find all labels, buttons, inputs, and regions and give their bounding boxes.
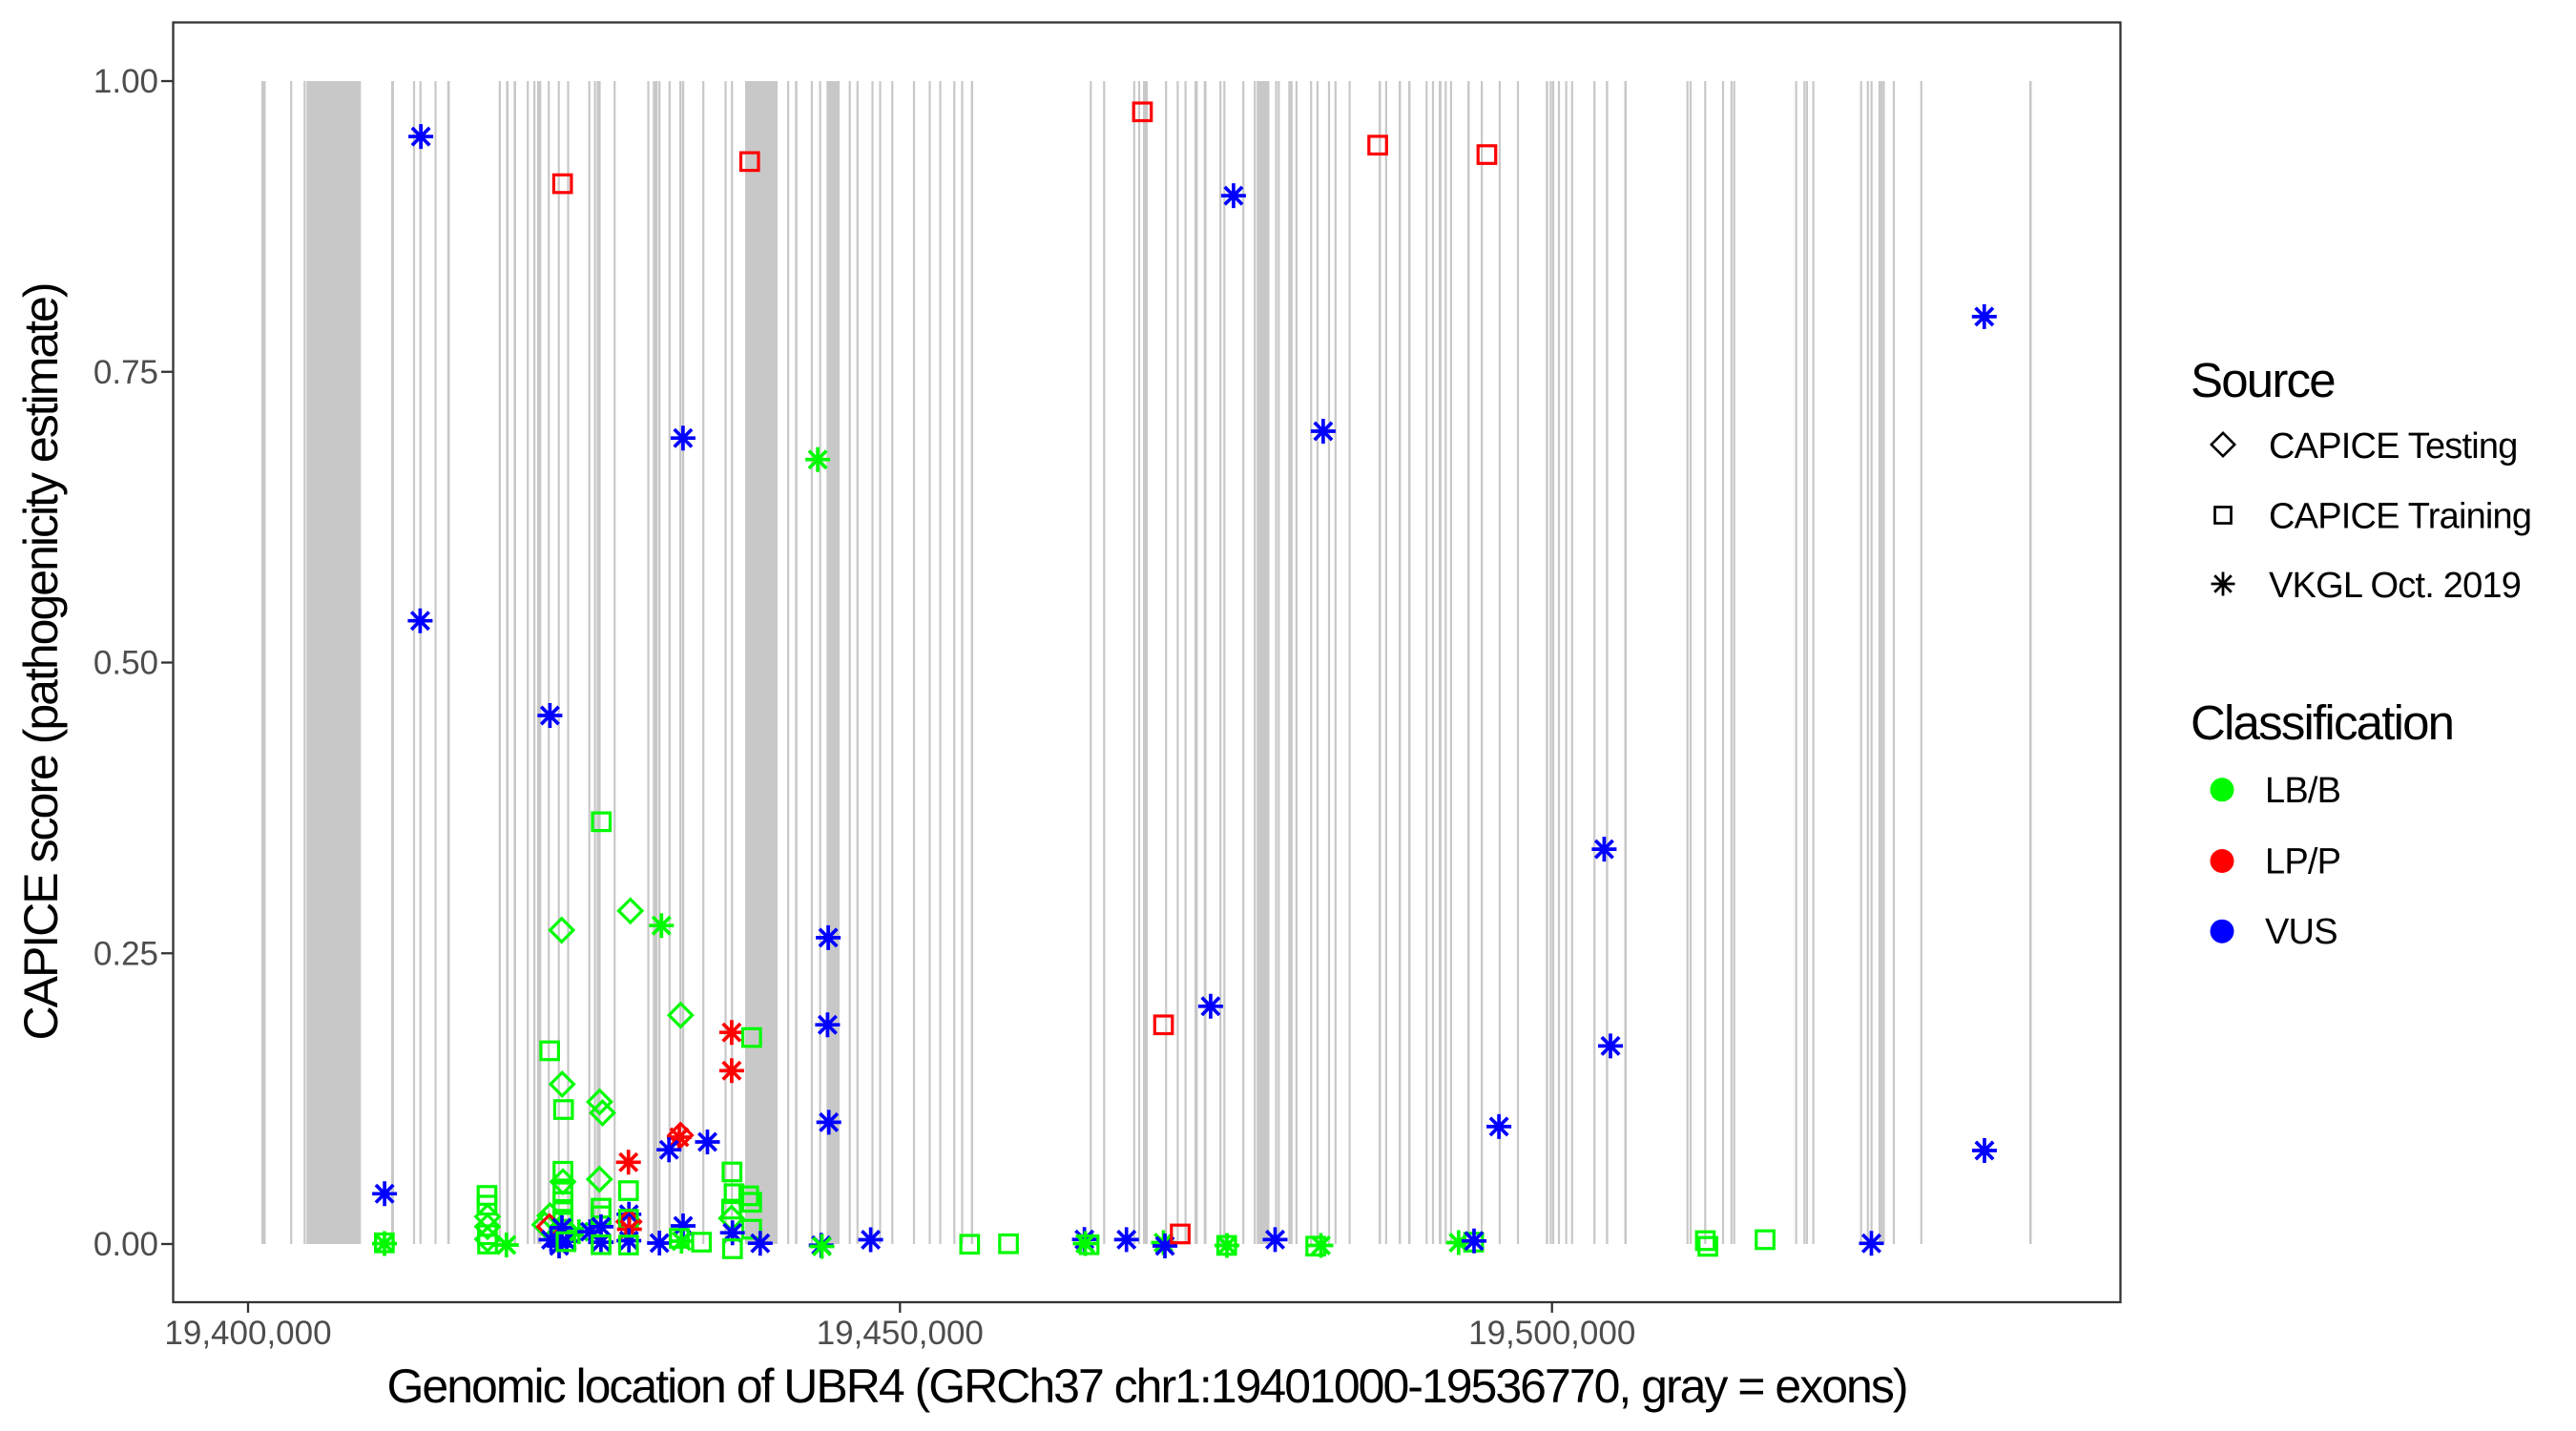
svg-text:Classification: Classification <box>2191 695 2453 750</box>
svg-text:Source: Source <box>2191 353 2335 407</box>
svg-text:19,500,000: 19,500,000 <box>1468 1315 1635 1352</box>
svg-text:Genomic location of UBR4 (GRCh: Genomic location of UBR4 (GRCh37 chr1:19… <box>387 1359 1907 1413</box>
svg-text:LB/B: LB/B <box>2265 771 2340 811</box>
svg-text:CAPICE Testing: CAPICE Testing <box>2269 426 2518 467</box>
svg-text:1.00: 1.00 <box>93 63 158 100</box>
svg-text:0.25: 0.25 <box>93 935 158 972</box>
svg-text:19,450,000: 19,450,000 <box>817 1315 984 1352</box>
svg-text:CAPICE Training: CAPICE Training <box>2269 497 2531 537</box>
svg-text:LP/P: LP/P <box>2265 842 2340 882</box>
svg-text:VUS: VUS <box>2265 912 2337 952</box>
svg-text:0.50: 0.50 <box>93 645 158 682</box>
svg-text:19,400,000: 19,400,000 <box>164 1315 331 1352</box>
svg-text:VKGL Oct. 2019: VKGL Oct. 2019 <box>2269 566 2521 606</box>
svg-text:CAPICE score (pathogenicity es: CAPICE score (pathogenicity estimate) <box>14 283 68 1040</box>
svg-text:0.00: 0.00 <box>93 1226 158 1263</box>
svg-text:0.75: 0.75 <box>93 354 158 391</box>
